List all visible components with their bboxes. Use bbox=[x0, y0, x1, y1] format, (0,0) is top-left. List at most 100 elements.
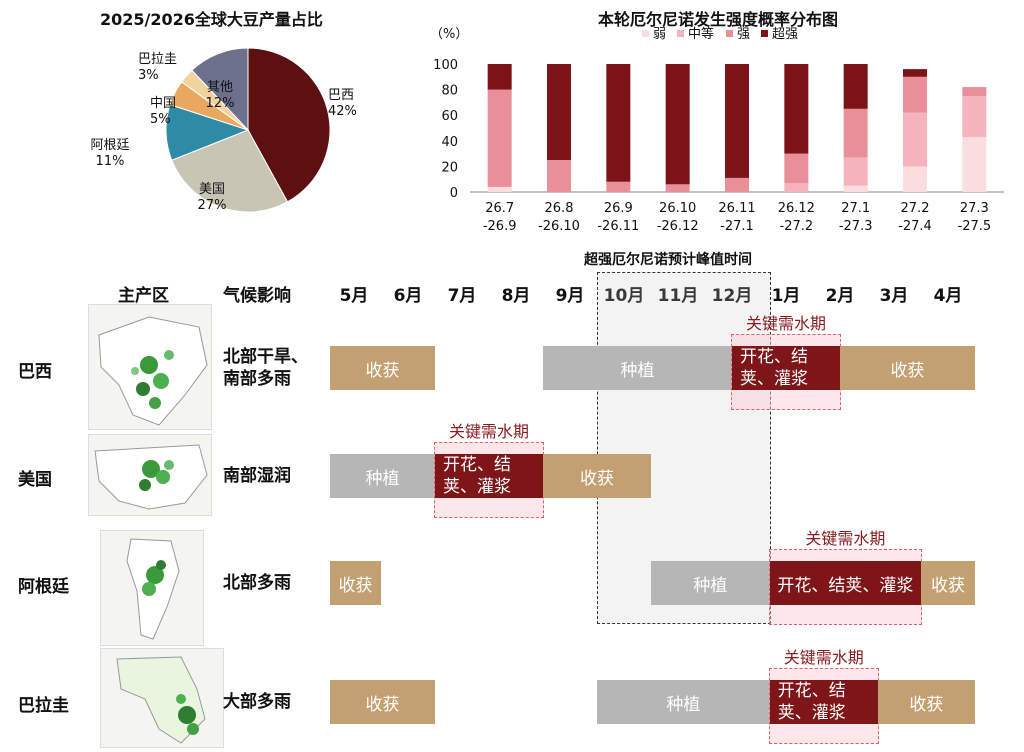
pie-slice-pct: 5% bbox=[150, 112, 171, 127]
pie-slice-label: 中国 5% bbox=[150, 96, 176, 128]
key-water-period-label: 关键需水期 bbox=[745, 314, 826, 333]
paraguay-map-image bbox=[100, 648, 224, 748]
x-tick-label: -26.9 bbox=[483, 219, 517, 234]
harvest-bar: 收获 bbox=[840, 346, 975, 390]
header-climate: 气候影响 bbox=[223, 286, 291, 306]
pie-slice-name: 中国 bbox=[150, 96, 177, 111]
month-header: 6月 bbox=[393, 286, 423, 306]
country-label: 美国 bbox=[18, 470, 52, 490]
y-axis-unit: （%） bbox=[430, 27, 468, 42]
x-tick-label: 26.10 bbox=[659, 201, 696, 216]
key-water-period-label: 关键需水期 bbox=[448, 422, 529, 441]
bar-segment bbox=[903, 166, 927, 192]
x-tick-label: -27.3 bbox=[839, 219, 873, 234]
bar-segment bbox=[962, 136, 987, 192]
pie-slice-label: 巴西 42% bbox=[328, 88, 357, 120]
x-tick-label: 26.8 bbox=[545, 201, 574, 216]
y-tick-label: 60 bbox=[441, 109, 458, 124]
x-tick-label: -26.10 bbox=[538, 219, 580, 234]
month-header: 7月 bbox=[447, 286, 477, 306]
key-stage-bar: 开花、结荚、灌浆 bbox=[769, 680, 878, 724]
x-tick-label: -27.4 bbox=[898, 219, 932, 234]
harvest-bar: 收获 bbox=[330, 346, 435, 390]
pie-slice-name: 其他 bbox=[206, 80, 233, 95]
key-stage-bar: 开花、结荚、灌浆 bbox=[732, 346, 840, 390]
pie-slice-name: 美国 bbox=[198, 182, 225, 197]
pie-slice-label: 其他 12% bbox=[196, 80, 244, 112]
country-label: 巴西 bbox=[18, 362, 52, 382]
bar-segment bbox=[487, 64, 512, 90]
bar-segment bbox=[843, 157, 868, 186]
pie-slice-name: 巴拉圭 bbox=[138, 52, 178, 67]
climate-impact: 北部干旱、南部多雨 bbox=[223, 347, 308, 389]
legend-label: 弱 bbox=[653, 27, 666, 42]
harvest-bar: 收获 bbox=[330, 680, 435, 724]
pie-slice-label: 美国 27% bbox=[188, 182, 236, 214]
x-tick-label: 26.9 bbox=[604, 201, 633, 216]
harvest-bar: 收获 bbox=[543, 454, 651, 498]
bar-segment bbox=[903, 76, 927, 113]
month-header: 5月 bbox=[339, 286, 369, 306]
harvest-bar: 收获 bbox=[877, 680, 975, 724]
bar-segment bbox=[606, 181, 631, 192]
pie-slice-label: 巴拉圭 3% bbox=[138, 52, 177, 84]
x-tick-label: -27.1 bbox=[720, 219, 754, 234]
harvest-bar: 收获 bbox=[330, 561, 381, 605]
bar-segment bbox=[547, 64, 571, 160]
y-tick-label: 100 bbox=[433, 58, 458, 73]
bar-segment bbox=[843, 185, 868, 192]
x-tick-label: -26.11 bbox=[597, 219, 639, 234]
brazil-map-image bbox=[88, 304, 212, 430]
pie-slice-pct: 3% bbox=[138, 68, 159, 83]
bar-segment bbox=[665, 184, 690, 192]
x-tick-label: 27.3 bbox=[960, 201, 989, 216]
x-tick-label: -27.5 bbox=[958, 219, 992, 234]
country-label: 阿根廷 bbox=[18, 577, 69, 597]
x-tick-label: -26.12 bbox=[657, 219, 699, 234]
harvest-bar: 收获 bbox=[921, 561, 975, 605]
bar-segment bbox=[725, 177, 749, 192]
pie-slice-label: 阿根廷 11% bbox=[86, 138, 134, 170]
bar-chart-title: 本轮厄尔尼诺发生强度概率分布图 bbox=[598, 10, 839, 29]
key-water-period-label: 关键需水期 bbox=[805, 529, 886, 548]
month-header: 3月 bbox=[879, 286, 909, 306]
month-header: 2月 bbox=[825, 286, 855, 306]
month-header: 1月 bbox=[771, 286, 801, 306]
planting-bar: 种植 bbox=[330, 454, 435, 498]
x-tick-label: -27.2 bbox=[780, 219, 814, 234]
key-water-period-label: 关键需水期 bbox=[783, 648, 864, 667]
pie-slice-pct: 27% bbox=[197, 198, 227, 213]
key-stage-bar: 开花、结荚、灌浆 bbox=[769, 561, 921, 605]
climate-impact: 北部多雨 bbox=[223, 573, 291, 593]
pie-slice bbox=[191, 47, 249, 132]
bar-segment bbox=[487, 186, 512, 192]
month-header: 4月 bbox=[933, 286, 963, 306]
x-tick-label: 26.7 bbox=[485, 201, 514, 216]
argentina-map-image bbox=[100, 530, 204, 646]
bar-segment bbox=[547, 160, 571, 192]
stacked-bar-chart: （%） 弱 中等 强 超强 0 20 40 60 80 100 26.7 -26.9 26.8 -26.10… bbox=[430, 26, 1004, 234]
x-tick-label: 26.11 bbox=[718, 201, 755, 216]
month-header: 8月 bbox=[501, 286, 531, 306]
bar-segment bbox=[784, 183, 809, 192]
bar-segment bbox=[843, 108, 868, 158]
bar-segment bbox=[665, 64, 690, 185]
pie-slice-name: 巴西 bbox=[328, 88, 355, 103]
country-label: 巴拉圭 bbox=[18, 696, 69, 716]
bar-segment bbox=[903, 69, 927, 77]
pie-slice-pct: 11% bbox=[95, 154, 125, 169]
y-tick-label: 0 bbox=[450, 186, 458, 201]
month-header: 12月 bbox=[711, 286, 753, 306]
bar-segment bbox=[606, 64, 631, 182]
x-tick-label: 27.2 bbox=[901, 201, 930, 216]
y-tick-label: 40 bbox=[441, 135, 458, 150]
y-tick-label: 80 bbox=[441, 84, 458, 99]
legend-swatch bbox=[761, 30, 768, 37]
bar-segment bbox=[784, 64, 809, 154]
pie-chart bbox=[165, 47, 331, 213]
x-tick-label: 27.1 bbox=[841, 201, 870, 216]
bar-segment bbox=[962, 87, 987, 96]
pie-slice-pct: 12% bbox=[205, 96, 235, 111]
header-region: 主产区 bbox=[118, 286, 169, 306]
usa-map-image bbox=[88, 434, 212, 516]
